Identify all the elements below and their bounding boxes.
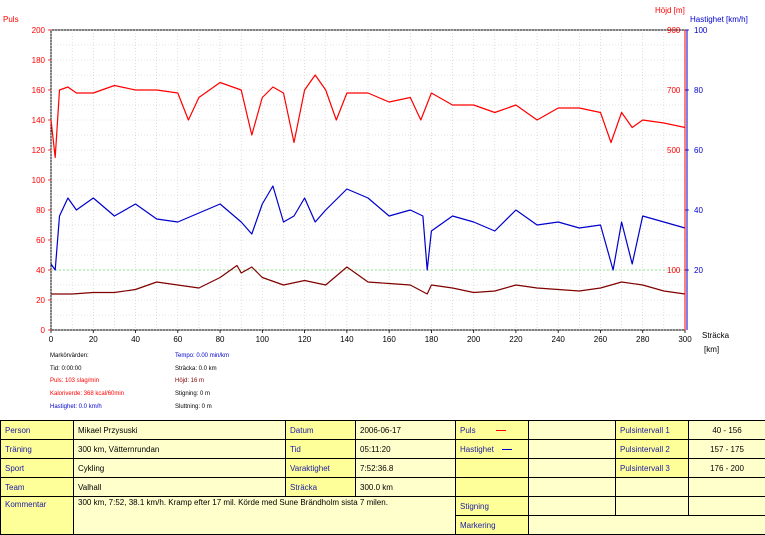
empty-cell-8	[689, 497, 765, 516]
marker-hojd: Höjd: 16 m	[175, 375, 229, 388]
x-tick-label: 40	[131, 335, 140, 344]
puls-value-cell	[529, 421, 616, 440]
pi3-value[interactable]: 176 - 200	[689, 459, 765, 478]
hojd-axis-title: Höjd [m]	[655, 6, 685, 15]
x-tick-label: 60	[173, 335, 182, 344]
left-tick-label: 100	[32, 176, 46, 185]
pi3-label: Pulsintervall 3	[616, 459, 689, 478]
empty-cell-1	[456, 459, 529, 478]
x-tick-label: 280	[636, 335, 650, 344]
x-tick-label: 300	[678, 335, 692, 344]
x-tick-label: 260	[594, 335, 608, 344]
stracka-value[interactable]: 300.0 km	[356, 478, 456, 497]
left-tick-label: 80	[36, 206, 45, 215]
hastighet-legend-label: Hastighet	[460, 445, 494, 454]
empty-cell-3	[456, 478, 529, 497]
marker-puls: Puls: 103 slag/min	[50, 375, 124, 388]
left-tick-label: 120	[32, 146, 46, 155]
left-tick-label: 40	[36, 266, 45, 275]
x-tick-label: 180	[425, 335, 439, 344]
pi1-value[interactable]: 40 - 156	[689, 421, 765, 440]
team-label: Team	[1, 478, 74, 497]
hastighet-legend-swatch	[502, 449, 512, 450]
x-tick-label: 200	[467, 335, 481, 344]
x-tick-label: 140	[340, 335, 354, 344]
empty-cell-5	[616, 478, 689, 497]
x-tick-label: 160	[382, 335, 396, 344]
markering-value-cell	[529, 516, 765, 535]
x-axis-title: Sträcka	[702, 331, 730, 340]
pi2-label: Pulsintervall 2	[616, 440, 689, 459]
left-tick-label: 0	[41, 326, 46, 335]
puls-legend-label: Puls	[460, 426, 476, 435]
empty-cell-7	[616, 497, 689, 516]
kommentar-label: Kommentar	[1, 497, 74, 535]
datum-label: Datum	[286, 421, 356, 440]
speed-tick-label: 100	[694, 26, 708, 35]
marker-hastighet: Hastighet: 0.0 km/h	[50, 401, 124, 414]
sport-value[interactable]: Cykling	[74, 459, 286, 478]
hojd-tick-label: 900	[667, 26, 681, 35]
pi1-label: Pulsintervall 1	[616, 421, 689, 440]
x-tick-label: 0	[49, 335, 54, 344]
speed-tick-label: 60	[694, 146, 703, 155]
speed-tick-label: 20	[694, 266, 703, 275]
speed-tick-label: 40	[694, 206, 703, 215]
traning-value[interactable]: 300 km, Vätternrundan	[74, 440, 286, 459]
person-label: Person	[1, 421, 74, 440]
left-tick-label: 20	[36, 296, 45, 305]
puls-legend-cell: Puls	[456, 421, 529, 440]
hojd-tick-label: 700	[667, 86, 681, 95]
marker-sluttning: Sluttning: 0 m	[175, 401, 229, 414]
session-info-table: Person Mikael Przysuski Datum 2006-06-17…	[0, 420, 765, 535]
left-tick-label: 200	[32, 26, 46, 35]
x-tick-label: 240	[552, 335, 566, 344]
varaktighet-value[interactable]: 7:52:36.8	[356, 459, 456, 478]
hojd-tick-label: 500	[667, 146, 681, 155]
marker-heading: Markörvärden:	[50, 350, 124, 363]
left-tick-label: 140	[32, 116, 46, 125]
pi2-value[interactable]: 157 - 175	[689, 440, 765, 459]
speed-tick-label: 80	[694, 86, 703, 95]
marker-tempo: Tempo: 0.00 min/km	[175, 350, 229, 363]
team-value[interactable]: Valhall	[74, 478, 286, 497]
marker-kalori: Kaloriverde: 368 kcal/60min	[50, 388, 124, 401]
hastighet-legend-cell: Hastighet	[456, 440, 529, 459]
x-tick-label: 220	[509, 335, 523, 344]
hojd-tick-label: 100	[667, 266, 681, 275]
empty-cell-4	[529, 478, 616, 497]
sport-label: Sport	[1, 459, 74, 478]
hastighet-value-cell	[529, 440, 616, 459]
markering-label: Markering	[456, 516, 529, 535]
datum-value[interactable]: 2006-06-17	[356, 421, 456, 440]
marker-stracka: Sträcka: 0.0 km	[175, 363, 229, 376]
puls-legend-swatch	[496, 430, 506, 431]
speed-axis-title: Hastighet [km/h]	[690, 15, 748, 24]
marker-stigning: Stigning: 0 m	[175, 388, 229, 401]
kommentar-value[interactable]: 300 km, 7:52, 38.1 km/h. Kramp efter 17 …	[74, 497, 456, 535]
x-axis-unit: [km]	[704, 345, 719, 354]
person-value[interactable]: Mikael Przysuski	[74, 421, 286, 440]
stigning-label: Stigning	[456, 497, 529, 516]
x-tick-label: 20	[89, 335, 98, 344]
tid-label: Tid	[286, 440, 356, 459]
x-tick-label: 120	[298, 335, 312, 344]
x-tick-label: 80	[216, 335, 225, 344]
marker-tid: Tid: 0:00:00	[50, 363, 124, 376]
empty-cell-6	[689, 478, 765, 497]
varaktighet-label: Varaktighet	[286, 459, 356, 478]
stracka-label: Sträcka	[286, 478, 356, 497]
traning-label: Träning	[1, 440, 74, 459]
left-tick-label: 180	[32, 56, 46, 65]
tid-value[interactable]: 05:11:20	[356, 440, 456, 459]
left-tick-label: 60	[36, 236, 45, 245]
left-axis-title: Puls	[3, 15, 19, 24]
stigning-value-cell	[529, 497, 616, 516]
left-tick-label: 160	[32, 86, 46, 95]
empty-cell-2	[529, 459, 616, 478]
x-tick-label: 100	[256, 335, 270, 344]
